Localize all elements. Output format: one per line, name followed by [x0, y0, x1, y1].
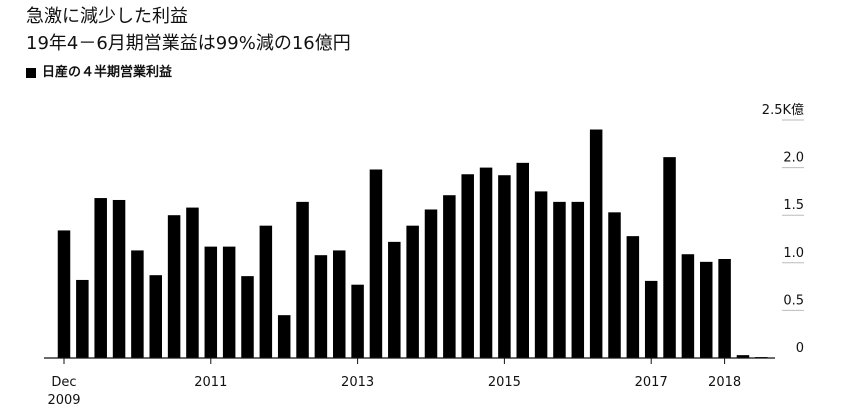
bar	[259, 225, 273, 358]
x-tick-label: 2013	[341, 375, 374, 390]
y-tick-label: 1.0	[783, 246, 804, 261]
bar	[296, 201, 309, 358]
bar	[700, 261, 713, 358]
bar	[57, 230, 71, 358]
x-tick-label: 2011	[194, 375, 227, 390]
bar	[333, 250, 346, 358]
bar	[736, 355, 750, 358]
y-tick-label: 0	[796, 341, 804, 356]
bar	[479, 167, 493, 358]
x-tick-label-year: 2009	[47, 393, 80, 408]
y-tick-label: 1.5	[783, 198, 804, 213]
bar	[186, 207, 199, 358]
bar	[589, 129, 603, 358]
bar	[241, 276, 254, 358]
bar	[222, 246, 236, 358]
bar	[663, 157, 676, 358]
legend-label: 日産の４半期営業利益	[42, 65, 173, 80]
y-tick-label: 2.0	[783, 151, 804, 166]
bar	[314, 255, 328, 358]
bar	[498, 175, 511, 358]
bar	[149, 275, 162, 358]
bar	[718, 258, 731, 358]
x-tick-label: Dec	[51, 375, 76, 390]
y-tick-label: 0.5	[783, 293, 804, 308]
bar	[626, 236, 640, 358]
bar	[681, 254, 695, 358]
bar	[516, 162, 529, 358]
x-tick-label: 2015	[488, 375, 521, 390]
bar	[112, 199, 126, 358]
bar	[644, 280, 658, 358]
bar	[553, 201, 566, 358]
bars	[57, 129, 768, 358]
bar	[351, 284, 364, 358]
y-axis: 0 0.5 1.0 1.5 2.0 2.5K億	[762, 102, 804, 356]
chart-subtitle: 19年4－6月期営業益は99%減の16億円	[26, 33, 351, 54]
bar	[76, 279, 89, 358]
bar	[94, 198, 107, 358]
bar	[131, 250, 144, 358]
y-tick-label: 2.5K億	[762, 102, 804, 118]
bar	[204, 246, 218, 358]
chart-title: 急激に減少した利益	[26, 6, 188, 27]
bar	[277, 315, 291, 358]
legend: 日産の４半期営業利益	[26, 65, 172, 81]
bar	[369, 169, 383, 358]
bar	[167, 215, 181, 358]
x-tick-label: 2018	[708, 375, 741, 390]
bar	[388, 241, 401, 358]
legend-swatch	[26, 68, 36, 78]
bar	[534, 191, 548, 358]
bar	[571, 201, 585, 358]
bar	[424, 209, 438, 358]
bar	[406, 225, 419, 358]
x-tick-label: 2017	[635, 375, 668, 390]
grid-lines	[782, 119, 804, 311]
bar	[443, 195, 456, 358]
bar	[461, 174, 474, 358]
x-axis: Dec 2009 2011 2013 2015 2017 2018	[47, 358, 741, 408]
bar	[608, 212, 621, 358]
